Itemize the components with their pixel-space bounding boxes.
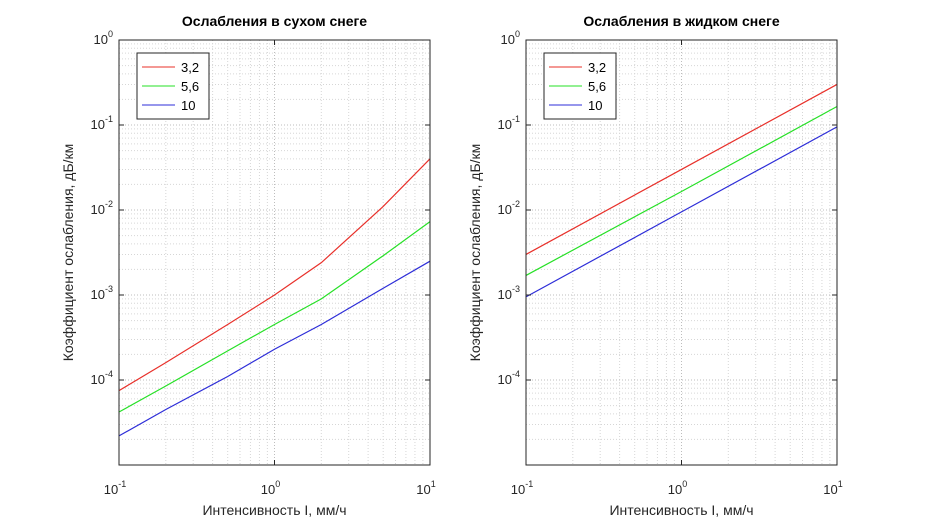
- tick-exponent: 1: [431, 479, 436, 489]
- tick-exponent: -4: [512, 369, 520, 379]
- tick-exponent: -1: [118, 479, 126, 489]
- x-tick-labels: 10-1 100 101: [511, 479, 843, 497]
- tick-exponent: -1: [525, 479, 533, 489]
- x-tick-label: 101: [416, 479, 435, 497]
- y-tick-label: 10-2: [498, 199, 520, 217]
- y-tick-label: 10-3: [498, 284, 520, 302]
- tick-base: 10: [261, 482, 275, 497]
- series-line-1: [525, 105, 838, 276]
- legend-label-5-6: 5,6: [588, 79, 606, 94]
- y-tick-label: 10-2: [91, 199, 113, 217]
- x-axis-label: Интенсивность I, мм/ч: [202, 502, 346, 518]
- y-tick-label: 10-1: [91, 114, 113, 132]
- tick-base: 10: [416, 482, 430, 497]
- y-axis-label: Коэффициент ослабления, дБ/км: [467, 144, 483, 362]
- y-tick-label: 100: [94, 29, 113, 47]
- legend-label-10: 10: [588, 98, 602, 113]
- tick-exponent: -3: [512, 284, 520, 294]
- y-tick-label: 10-4: [498, 369, 520, 387]
- y-tick-label: 10-3: [91, 284, 113, 302]
- y-axis-label: Коэффициент ослабления, дБ/км: [60, 144, 76, 362]
- series-line-0: [525, 83, 838, 255]
- x-axis-label: Интенсивность I, мм/ч: [609, 502, 753, 518]
- tick-exponent: -4: [105, 369, 113, 379]
- series-line-2: [118, 260, 431, 437]
- tick-base: 10: [823, 482, 837, 497]
- tick-base: 10: [668, 482, 682, 497]
- plot-wet-snow: Ослабления в жидком снеге Интенсивность …: [467, 13, 843, 518]
- series-lines: [118, 158, 431, 437]
- tick-exponent: 0: [515, 29, 520, 39]
- series-line-2: [525, 126, 838, 298]
- tick-exponent: -2: [512, 199, 520, 209]
- tick-exponent: -1: [105, 114, 113, 124]
- x-tick-label: 101: [823, 479, 842, 497]
- tick-base: 10: [91, 117, 105, 132]
- tick-exponent: 1: [838, 479, 843, 489]
- y-tick-label: 10-1: [498, 114, 520, 132]
- legend: 3,2 5,6 10: [543, 52, 617, 120]
- x-tick-labels: 10-1 100 101: [104, 479, 436, 497]
- legend-label-3-2: 3,2: [181, 60, 199, 75]
- tick-base: 10: [498, 202, 512, 217]
- tick-base: 10: [498, 117, 512, 132]
- legend: 3,2 5,6 10: [136, 52, 210, 120]
- series-lines: [525, 83, 838, 298]
- tick-base: 10: [91, 287, 105, 302]
- tick-base: 10: [91, 372, 105, 387]
- tick-base: 10: [498, 372, 512, 387]
- tick-exponent: 0: [682, 479, 687, 489]
- tick-base: 10: [104, 482, 118, 497]
- plot-dry-snow: Ослабления в сухом снеге Интенсивность I…: [60, 13, 436, 518]
- x-tick-label: 100: [261, 479, 280, 497]
- x-tick-label: 10-1: [511, 479, 533, 497]
- tick-marks: [525, 39, 838, 465]
- grid: [525, 40, 837, 466]
- series-line-0: [118, 158, 431, 392]
- series-line-1: [118, 221, 431, 413]
- x-tick-label: 10-1: [104, 479, 126, 497]
- y-tick-label: 10-4: [91, 369, 113, 387]
- tick-base: 10: [91, 202, 105, 217]
- tick-base: 10: [498, 287, 512, 302]
- tick-exponent: -1: [512, 114, 520, 124]
- chart-title: Ослабления в сухом снеге: [182, 13, 367, 29]
- chart-title: Ослабления в жидком снеге: [583, 13, 779, 29]
- tick-exponent: 0: [275, 479, 280, 489]
- legend-label-10: 10: [181, 98, 195, 113]
- legend-label-5-6: 5,6: [181, 79, 199, 94]
- tick-exponent: 0: [108, 29, 113, 39]
- x-tick-label: 100: [668, 479, 687, 497]
- tick-exponent: -3: [105, 284, 113, 294]
- legend-label-3-2: 3,2: [588, 60, 606, 75]
- tick-base: 10: [511, 482, 525, 497]
- tick-base: 10: [501, 32, 515, 47]
- tick-exponent: -2: [105, 199, 113, 209]
- y-tick-label: 100: [501, 29, 520, 47]
- tick-marks: [118, 39, 431, 465]
- tick-base: 10: [94, 32, 108, 47]
